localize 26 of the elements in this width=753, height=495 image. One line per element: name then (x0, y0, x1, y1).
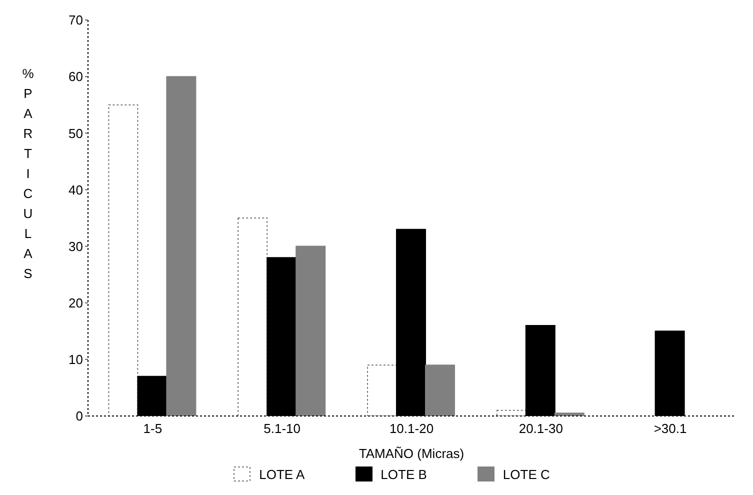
legend-label: LOTE B (380, 466, 427, 482)
bar (108, 104, 138, 416)
bar (296, 246, 326, 416)
y-tick-label: 50 (68, 126, 83, 141)
y-tick-label: 60 (68, 69, 83, 84)
y-tick-label: 40 (68, 182, 83, 198)
y-tick-label: 70 (68, 12, 83, 28)
x-tick-label: >30.1 (654, 421, 687, 436)
bar (554, 412, 584, 416)
y-tick-label: 30 (68, 238, 83, 254)
x-tick-label: 10.1-20 (389, 421, 434, 436)
bar (166, 76, 196, 416)
x-tick-label: 20.1-30 (518, 421, 563, 436)
x-tick-label: 5.1-10 (264, 421, 301, 436)
bar (425, 364, 456, 416)
x-tick-label: 1-5 (143, 421, 162, 436)
bar (238, 218, 268, 416)
y-tick-label: 10 (68, 352, 83, 368)
legend-label: LOTE A (259, 466, 305, 482)
text: % PARTICULAS (22, 66, 34, 281)
bar (367, 364, 398, 416)
x-axis-title: TAMAÑO (Micras) (358, 446, 464, 461)
y-tick-label: 0 (76, 408, 83, 424)
y-tick-label: 20 (68, 295, 83, 310)
bar (496, 410, 526, 416)
legend-label: LOTE C (502, 466, 550, 482)
